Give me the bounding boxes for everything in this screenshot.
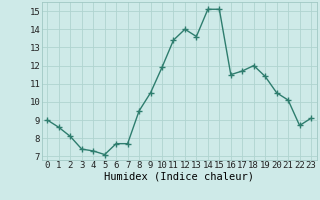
X-axis label: Humidex (Indice chaleur): Humidex (Indice chaleur)	[104, 172, 254, 182]
